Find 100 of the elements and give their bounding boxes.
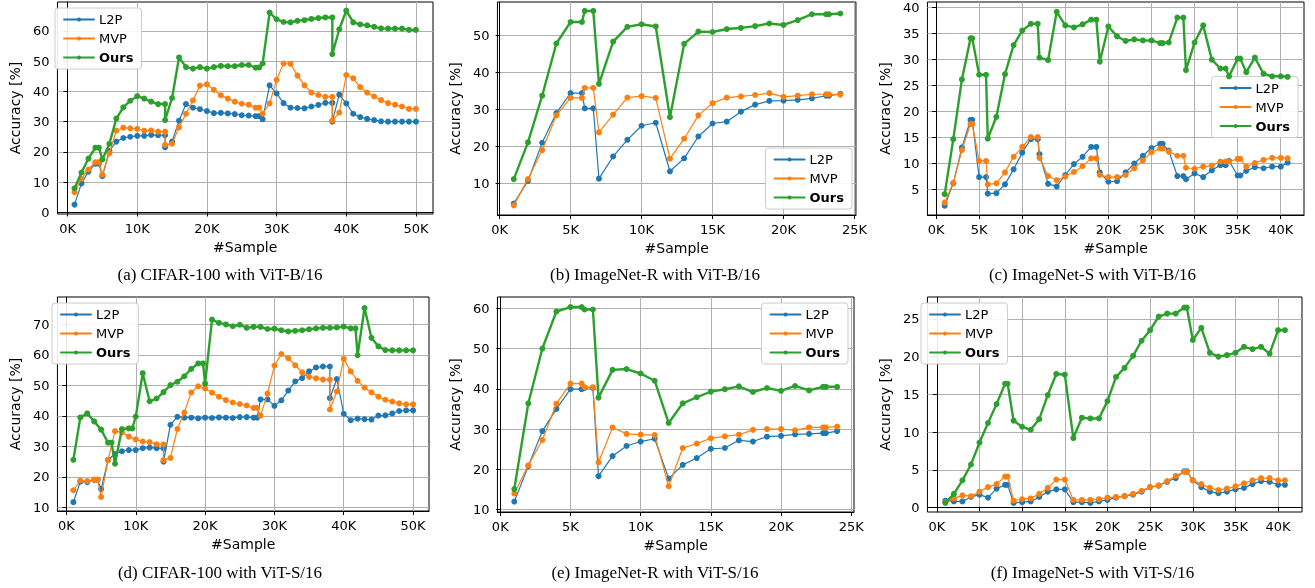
y-tick-label: 30 — [472, 101, 490, 117]
x-tick-label: 0K — [491, 222, 509, 237]
x-tick-label: 25K — [838, 519, 865, 534]
x-tick-label: 40K — [1265, 519, 1292, 534]
text: (c) ImageNet-S with ViT-B/16 — [988, 265, 1197, 284]
x-tick-label: 0K — [928, 519, 946, 534]
x-axis-title: #Sample — [644, 239, 709, 256]
y-tick-label: 50 — [472, 27, 490, 43]
x-tick-label: 10K — [628, 519, 654, 534]
y-tick-label: 10 — [32, 499, 50, 515]
legend-label: MVP — [809, 171, 838, 186]
x-tick-label: 20K — [770, 222, 797, 237]
x-tick-label: 20K — [1094, 519, 1121, 534]
legend-label: L2P — [805, 307, 830, 322]
y-tick-label: 70 — [32, 316, 50, 332]
y-tick-label: 20 — [32, 469, 50, 485]
y-axis-title: Accuracy [%] — [7, 61, 23, 155]
x-axis-title: #Sample — [1082, 536, 1147, 553]
x-tick-label: 30K — [264, 221, 290, 236]
legend-label: L2P — [96, 307, 120, 322]
text: (f) ImageNet-S with ViT-S/16 — [990, 563, 1195, 582]
y-tick-label: 60 — [32, 347, 50, 363]
x-tick-label: 15K — [1052, 519, 1078, 534]
x-tick-label: 15K — [698, 519, 724, 534]
x-tick-label: 40K — [1268, 222, 1294, 237]
legend-label: MVP — [96, 326, 125, 341]
y-tick-label: 50 — [32, 377, 50, 393]
y-tick-label: 20 — [32, 144, 50, 160]
legend-label: L2P — [1255, 80, 1280, 96]
legend-label: Ours — [805, 345, 841, 360]
x-tick-label: 40K — [333, 221, 360, 236]
y-tick-label: 30 — [472, 421, 490, 437]
x-tick-label: 5K — [970, 222, 989, 237]
legend-label: Ours — [1255, 118, 1291, 134]
y-axis-title: Accuracy [%] — [447, 62, 463, 155]
x-tick-label: 50K — [403, 221, 429, 236]
y-tick-label: 30 — [32, 114, 50, 130]
y-tick-label: 0 — [911, 499, 920, 515]
x-tick-label: 15K — [700, 222, 726, 237]
x-tick-label: 20K — [194, 221, 220, 236]
y-tick-label: 40 — [32, 83, 50, 99]
x-tick-label: 10K — [123, 518, 149, 533]
x-tick-label: 20K — [768, 519, 795, 534]
x-tick-label: 0K — [491, 519, 510, 534]
y-tick-label: 30 — [902, 52, 920, 68]
x-tick-label: 35K — [1222, 519, 1249, 534]
text: (b) ImageNet-R with ViT-B/16 — [549, 265, 761, 284]
y-tick-label: 10 — [472, 502, 490, 518]
x-tick-label: 5K — [562, 519, 580, 534]
y-tick-label: 15 — [902, 130, 920, 146]
y-tick-label: 20 — [902, 104, 920, 120]
y-tick-label: 20 — [902, 349, 920, 365]
y-tick-label: 40 — [902, 0, 920, 16]
x-tick-label: 10K — [1009, 222, 1036, 237]
y-tick-label: 10 — [32, 174, 50, 190]
legend-label: L2P — [809, 152, 834, 167]
legend-label: MVP — [1255, 99, 1284, 115]
y-tick-label: 40 — [472, 64, 490, 80]
y-tick-label: 30 — [32, 438, 50, 454]
y-tick-label: 25 — [902, 311, 920, 327]
x-axis-title: #Sample — [1083, 239, 1148, 256]
y-tick-label: 50 — [32, 53, 50, 69]
y-tick-label: 40 — [472, 381, 490, 397]
x-tick-label: 40K — [331, 518, 357, 533]
legend-label: MVP — [965, 326, 994, 341]
y-tick-label: 10 — [472, 176, 490, 192]
legend-label: L2P — [99, 12, 123, 27]
y-tick-label: 0 — [41, 204, 50, 220]
x-tick-label: 0K — [59, 221, 77, 236]
y-tick-label: 60 — [32, 23, 50, 39]
y-tick-label: 50 — [472, 341, 490, 357]
legend-label: Ours — [965, 345, 1000, 360]
y-tick-label: 5 — [911, 462, 920, 478]
x-tick-label: 15K — [1052, 222, 1079, 237]
legend-label: MVP — [805, 326, 834, 341]
x-axis-title: #Sample — [213, 238, 278, 255]
x-tick-label: 30K — [261, 518, 288, 533]
y-axis-title: Accuracy [%] — [7, 357, 23, 451]
x-tick-label: 10K — [1009, 519, 1036, 534]
y-axis-title: Accuracy [%] — [447, 358, 463, 451]
x-tick-label: 25K — [1137, 519, 1164, 534]
x-tick-label: 5K — [562, 222, 580, 237]
y-tick-label: 35 — [902, 26, 920, 42]
legend-label: Ours — [96, 345, 131, 360]
y-tick-label: 20 — [472, 138, 490, 154]
y-tick-label: 60 — [472, 300, 490, 316]
x-tick-label: 5K — [971, 519, 989, 534]
y-tick-label: 25 — [902, 78, 920, 94]
x-tick-label: 25K — [841, 222, 868, 237]
legend-label: L2P — [965, 307, 989, 322]
x-tick-label: 0K — [927, 222, 945, 237]
y-axis-title: Accuracy [%] — [877, 358, 893, 451]
x-tick-label: 25K — [1138, 222, 1165, 237]
x-tick-label: 30K — [1182, 222, 1208, 237]
y-tick-label: 15 — [902, 386, 920, 402]
x-tick-label: 20K — [1095, 222, 1122, 237]
x-tick-label: 10K — [629, 222, 655, 237]
x-tick-label: 50K — [400, 518, 427, 533]
y-tick-label: 10 — [902, 156, 920, 172]
legend-label: MVP — [99, 31, 128, 46]
